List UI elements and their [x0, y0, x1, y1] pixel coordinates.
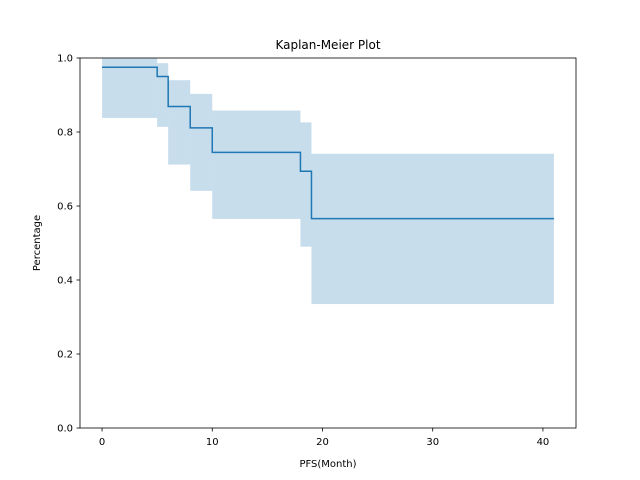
- axes-frame: [79, 57, 577, 429]
- y-tick-label: 0.2: [57, 350, 73, 361]
- confidence-band-segment: [157, 63, 169, 127]
- x-tick-label: 10: [206, 437, 219, 448]
- confidence-band-layer: [102, 58, 554, 305]
- confidence-band-segment: [311, 153, 554, 305]
- x-tick-label: 40: [537, 437, 550, 448]
- y-axis-ticks: 0.0 0.2 0.4 0.6 0.8 1.0: [57, 54, 80, 435]
- confidence-band-segment: [300, 122, 312, 247]
- y-tick-label: 0.8: [57, 128, 73, 139]
- chart-title: Kaplan-Meier Plot: [275, 38, 380, 52]
- y-tick-label: 1.0: [57, 54, 73, 65]
- y-tick-label: 0.4: [57, 276, 73, 287]
- confidence-band-segment: [190, 93, 213, 191]
- x-axis-ticks: 0 10 20 30 40: [99, 428, 549, 448]
- confidence-band-segment: [168, 80, 191, 165]
- x-axis-label: PFS(Month): [299, 459, 356, 470]
- survival-step-line: [102, 66, 554, 220]
- x-tick-label: 20: [316, 437, 329, 448]
- y-tick-label: 0.0: [57, 424, 73, 435]
- survival-line-layer: [102, 66, 554, 220]
- x-tick-label: 30: [426, 437, 439, 448]
- confidence-band-segment: [212, 110, 301, 219]
- x-tick-label: 0: [99, 437, 105, 448]
- y-tick-label: 0.6: [57, 202, 73, 213]
- y-axis-label: Percentage: [32, 215, 43, 271]
